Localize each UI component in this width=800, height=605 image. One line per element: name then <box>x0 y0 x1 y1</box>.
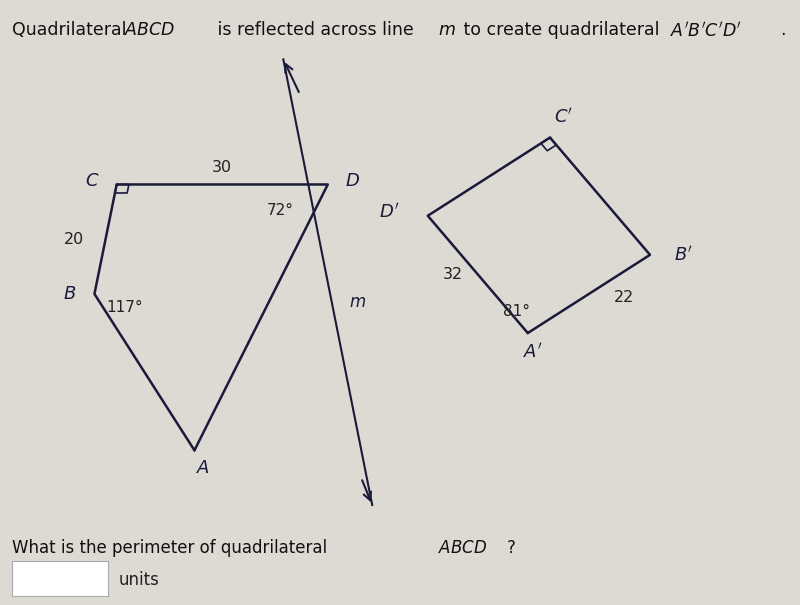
Text: to create quadrilateral: to create quadrilateral <box>458 21 665 39</box>
Text: units: units <box>118 571 159 589</box>
Text: $D'$: $D'$ <box>378 202 399 221</box>
Text: 117°: 117° <box>106 299 142 315</box>
Text: $C'$: $C'$ <box>554 108 573 126</box>
Text: $C$: $C$ <box>85 172 99 189</box>
Text: $ABCD$: $ABCD$ <box>438 538 488 557</box>
Text: 22: 22 <box>614 290 634 306</box>
Text: $A'$: $A'$ <box>523 342 543 361</box>
Text: $m$: $m$ <box>438 21 456 39</box>
Text: 72°: 72° <box>266 203 294 218</box>
Text: 20: 20 <box>64 232 85 247</box>
Text: .: . <box>780 21 786 39</box>
Text: $A$: $A$ <box>196 459 210 477</box>
Text: 32: 32 <box>443 267 463 282</box>
Text: 30: 30 <box>212 160 232 175</box>
Text: 81°: 81° <box>503 304 530 319</box>
Text: Quadrilateral: Quadrilateral <box>12 21 132 39</box>
Text: $ABCD$: $ABCD$ <box>124 21 175 39</box>
Text: is reflected across line: is reflected across line <box>212 21 419 39</box>
Text: $B$: $B$ <box>63 285 77 303</box>
Text: $m$: $m$ <box>350 293 366 311</box>
Text: ?: ? <box>506 538 515 557</box>
Text: What is the perimeter of quadrilateral: What is the perimeter of quadrilateral <box>12 538 332 557</box>
Text: $A'B'C'D'$: $A'B'C'D'$ <box>670 21 742 40</box>
Text: $D$: $D$ <box>345 172 360 189</box>
Text: $B'$: $B'$ <box>674 246 693 264</box>
